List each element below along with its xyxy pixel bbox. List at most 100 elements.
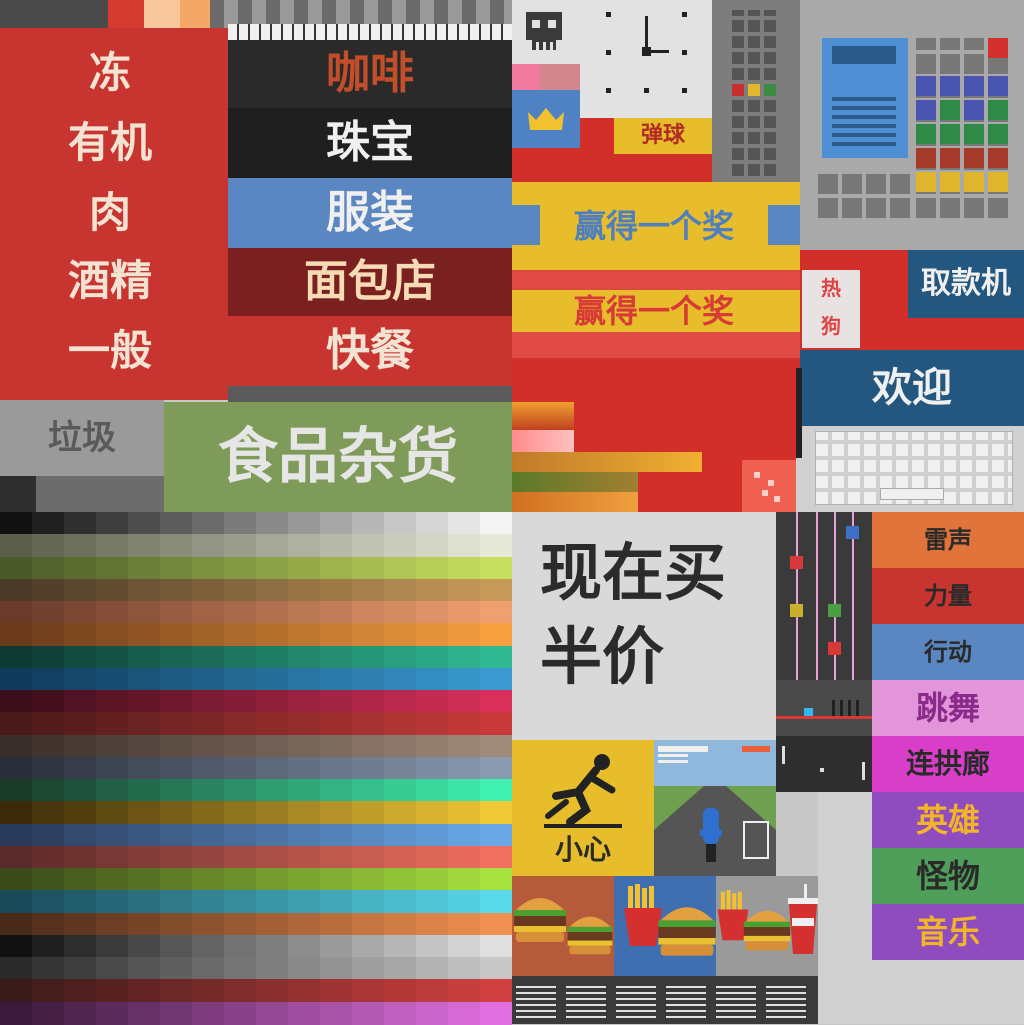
- label-arcade: 连拱廊: [905, 747, 990, 780]
- palette-swatch: [320, 601, 352, 625]
- palette-swatch: [448, 1001, 480, 1025]
- palette-swatch: [352, 601, 384, 625]
- palette-swatch: [32, 667, 64, 691]
- palette-swatch: [288, 957, 320, 981]
- palette-swatch: [448, 801, 480, 825]
- palette-swatch: [256, 601, 288, 625]
- palette-swatch: [0, 957, 32, 981]
- palette-swatch: [320, 957, 352, 981]
- gradient-strip-5: [512, 492, 638, 512]
- palette-swatch: [352, 556, 384, 580]
- palette-swatch: [128, 890, 160, 914]
- palette-swatch: [32, 601, 64, 625]
- palette-swatch: [192, 979, 224, 1003]
- palette-swatch: [384, 912, 416, 936]
- palette-swatch: [352, 957, 384, 981]
- palette-swatch: [64, 512, 96, 535]
- palette-swatch: [256, 756, 288, 780]
- palette-swatch: [32, 912, 64, 936]
- palette-swatch: [0, 912, 32, 936]
- palette-swatch: [384, 734, 416, 758]
- palette-swatch: [352, 667, 384, 691]
- sign-alcohol: 酒精: [67, 256, 152, 305]
- label-power-bg: 力量: [872, 568, 1024, 624]
- palette-swatch: [256, 934, 288, 958]
- palette-swatch: [352, 734, 384, 758]
- palette-swatch: [64, 957, 96, 981]
- palette-swatch: [96, 957, 128, 981]
- sign-welcome: 欢迎: [872, 365, 952, 411]
- palette-swatch: [128, 779, 160, 803]
- palette-swatch: [320, 534, 352, 558]
- palette-swatch: [288, 934, 320, 958]
- palette-swatch: [384, 845, 416, 869]
- rhythm-lane-1: [796, 512, 798, 680]
- sign-organic: 有机: [67, 118, 152, 167]
- color-palette: [0, 512, 512, 1025]
- palette-swatch: [288, 645, 320, 669]
- palette-swatch: [0, 712, 32, 736]
- palette-swatch: [384, 1001, 416, 1025]
- palette-swatch: [160, 1001, 192, 1025]
- palette-swatch: [448, 845, 480, 869]
- key-green: [764, 84, 776, 96]
- top-strip-apricot: [180, 0, 210, 28]
- palette-swatch: [416, 556, 448, 580]
- trash-bottom-gray: [36, 476, 164, 512]
- palette-swatch: [96, 845, 128, 869]
- palette-swatch: [416, 979, 448, 1003]
- palette-swatch: [320, 756, 352, 780]
- sign-clothing: 服装: [326, 187, 414, 238]
- palette-swatch: [480, 578, 512, 602]
- palette-swatch: [192, 601, 224, 625]
- palette-swatch: [64, 823, 96, 847]
- pink-block: [512, 64, 540, 90]
- trash-bottom-dark: [0, 476, 36, 512]
- palette-swatch: [192, 667, 224, 691]
- sign-frozen: 冻: [88, 48, 131, 97]
- palette-swatch: [320, 845, 352, 869]
- palette-swatch: [352, 912, 384, 936]
- sign-win-prize-2: 赢得一个奖: [573, 292, 734, 330]
- palette-swatch: [480, 712, 512, 736]
- gradient-strip-3: [512, 452, 702, 472]
- palette-swatch: [128, 690, 160, 714]
- palette-swatch: [224, 868, 256, 892]
- palette-swatch: [32, 957, 64, 981]
- palette-swatch: [448, 601, 480, 625]
- palette-swatch: [256, 979, 288, 1003]
- palette-swatch: [256, 957, 288, 981]
- palette-swatch: [256, 912, 288, 936]
- palette-swatch: [96, 712, 128, 736]
- palette-swatch: [160, 534, 192, 558]
- palette-swatch: [96, 779, 128, 803]
- palette-swatch: [128, 912, 160, 936]
- gradient-strip-4: [512, 472, 638, 492]
- palette-swatch: [320, 890, 352, 914]
- label-dance-bg: 跳舞: [872, 680, 1024, 736]
- palette-swatch: [480, 601, 512, 625]
- label-action: 行动: [924, 638, 972, 666]
- palette-swatch: [224, 534, 256, 558]
- palette-swatch: [480, 934, 512, 958]
- label-music: 音乐: [915, 913, 980, 951]
- palette-swatch: [32, 845, 64, 869]
- palette-swatch: [0, 868, 32, 892]
- palette-swatch: [416, 801, 448, 825]
- palette-swatch: [288, 690, 320, 714]
- rhythm-lane-3: [834, 512, 836, 680]
- palette-swatch: [256, 578, 288, 602]
- palette-swatch: [384, 690, 416, 714]
- palette-swatch: [0, 512, 32, 535]
- palette-swatch: [320, 578, 352, 602]
- palette-swatch: [416, 690, 448, 714]
- burger-icon-4: [743, 910, 791, 951]
- palette-swatch: [160, 756, 192, 780]
- palette-swatch: [128, 801, 160, 825]
- palette-swatch: [256, 690, 288, 714]
- rhythm-note-blue: [846, 526, 859, 539]
- palette-swatch: [416, 845, 448, 869]
- palette-swatch: [352, 690, 384, 714]
- left-column-sign: [0, 28, 228, 400]
- palette-swatch: [32, 779, 64, 803]
